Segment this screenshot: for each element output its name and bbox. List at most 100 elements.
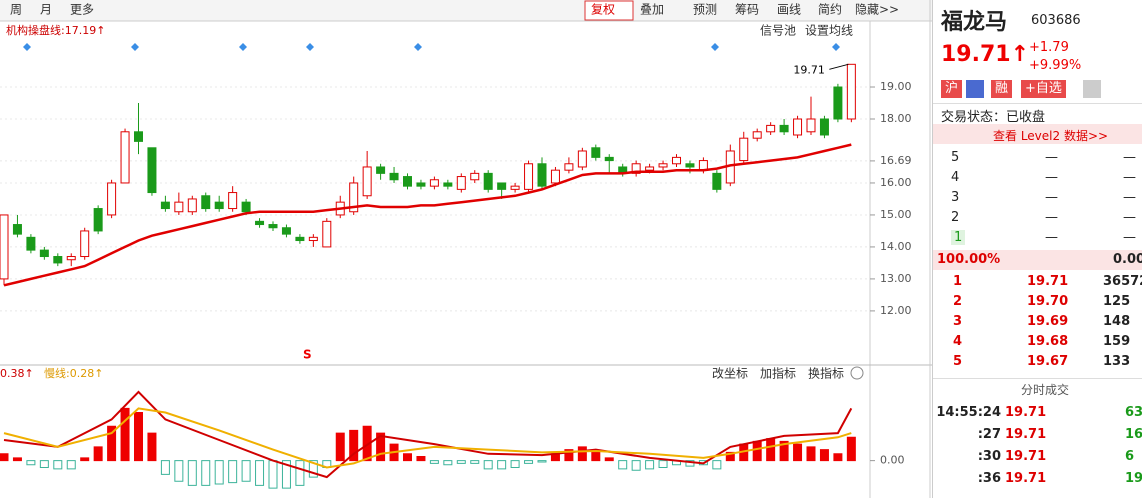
macd-bar bbox=[201, 460, 211, 486]
candle-body bbox=[846, 63, 856, 120]
macd-bar bbox=[645, 460, 655, 470]
badge: 沪 bbox=[941, 80, 963, 98]
macd-bar bbox=[281, 460, 291, 489]
toolbar-item[interactable]: 隐藏>> bbox=[855, 3, 899, 17]
toolbar-item[interactable]: 叠加 bbox=[640, 3, 664, 17]
candle-body bbox=[93, 208, 103, 232]
toolbar-item[interactable]: 周 bbox=[10, 3, 22, 17]
stock-name: 福龙马 bbox=[941, 10, 1008, 35]
y-tick-label: 13.00 bbox=[880, 272, 912, 285]
candle-body bbox=[308, 236, 318, 242]
candle-body bbox=[107, 182, 117, 216]
candle-body bbox=[604, 156, 614, 162]
toolbar-item[interactable]: 更多 bbox=[70, 3, 94, 17]
level2-link[interactable]: 查看 Level2 数据>> bbox=[993, 129, 1109, 143]
level: 2 bbox=[951, 210, 960, 225]
buy-price: 19.69 bbox=[1027, 314, 1069, 329]
macd-bar bbox=[456, 460, 466, 464]
level: 3 bbox=[953, 314, 963, 329]
link[interactable]: 设置均线 bbox=[805, 24, 853, 38]
toolbar-item[interactable]: 复权 bbox=[591, 3, 615, 17]
fuquan-box bbox=[584, 0, 634, 21]
toolbar-item[interactable]: 简约 bbox=[818, 2, 842, 17]
macd-bar bbox=[497, 460, 507, 470]
quote-panel: 福龙马 603686 19.71↑ +1.79 +9.99% 沪 融 +自选 交易状态：已收盘查… bbox=[932, 0, 1142, 498]
trade-volume: 19 bbox=[1125, 471, 1142, 486]
badge-icon bbox=[1083, 80, 1101, 98]
candle-body bbox=[403, 176, 412, 187]
macd-bar bbox=[147, 432, 157, 462]
tool[interactable]: 加指标 bbox=[760, 366, 796, 381]
y-tick-label: 14.00 bbox=[880, 240, 912, 253]
macd-bar bbox=[160, 460, 170, 475]
candle-body bbox=[833, 86, 843, 120]
macd-bar bbox=[362, 425, 372, 462]
macd-bar bbox=[26, 460, 36, 466]
level: 1 bbox=[953, 274, 963, 289]
candle-body bbox=[160, 201, 170, 210]
macd-bar bbox=[524, 460, 534, 464]
macd-bar bbox=[658, 460, 668, 468]
trade-time: :36 bbox=[977, 471, 1001, 486]
level: 3 bbox=[951, 190, 960, 205]
pointer bbox=[829, 63, 849, 70]
buy-price: 19.67 bbox=[1027, 354, 1069, 369]
macd-bar bbox=[93, 446, 103, 462]
buy-price: 19.71 bbox=[1027, 274, 1069, 289]
candle-body bbox=[685, 163, 695, 168]
candle-body bbox=[806, 118, 816, 133]
sell-price: — bbox=[1045, 230, 1058, 245]
candle-body bbox=[470, 172, 480, 181]
toolbar-item[interactable]: 预测 bbox=[693, 3, 717, 17]
macd-bar bbox=[335, 432, 345, 462]
macd-bar bbox=[846, 436, 856, 462]
change: +1.79 bbox=[1029, 40, 1069, 55]
macd-bar bbox=[174, 460, 184, 482]
trade-price: 19.71 bbox=[1005, 405, 1047, 420]
macd-bar bbox=[618, 460, 628, 470]
macd-label: 慢线:0.28↑ bbox=[44, 366, 103, 380]
candle-body bbox=[712, 172, 722, 190]
candle-body bbox=[228, 192, 238, 210]
candle-body bbox=[658, 163, 668, 168]
macd-bar bbox=[443, 460, 453, 466]
candle-body bbox=[389, 172, 399, 181]
macd-bar bbox=[39, 460, 49, 468]
candle-body bbox=[66, 256, 76, 261]
toolbar-item[interactable]: 画线 bbox=[777, 3, 801, 17]
sell-volume: — bbox=[1123, 150, 1136, 165]
signal-diamonds bbox=[23, 43, 840, 51]
trade-volume: 16 bbox=[1125, 427, 1142, 442]
level: 1 bbox=[951, 230, 966, 245]
candle-body bbox=[295, 236, 305, 242]
sell-volume: — bbox=[1123, 170, 1136, 185]
tool[interactable]: 改坐标 bbox=[712, 367, 748, 381]
buy-volume: 148 bbox=[1103, 314, 1131, 329]
candle-body bbox=[443, 182, 453, 187]
tool[interactable]: 换指标 bbox=[808, 366, 844, 381]
candle-body bbox=[739, 137, 749, 162]
toolbar-item[interactable]: 月 bbox=[40, 3, 52, 17]
trade-volume: 6 bbox=[1125, 449, 1135, 464]
macd-bar bbox=[806, 446, 816, 462]
macd-bar bbox=[376, 432, 386, 462]
price: 19.71↑ bbox=[941, 42, 1030, 67]
candle-body bbox=[752, 131, 762, 139]
signal: S bbox=[303, 348, 312, 362]
trade-price: 19.71 bbox=[1005, 427, 1047, 442]
level: 2 bbox=[953, 294, 963, 309]
candle-body bbox=[524, 163, 534, 190]
candle-body bbox=[187, 198, 197, 213]
macd-bar bbox=[12, 457, 22, 462]
candle-body bbox=[819, 118, 829, 136]
close-icon[interactable] bbox=[850, 366, 864, 380]
trade-volume: 63 bbox=[1125, 405, 1142, 420]
macd-bar bbox=[429, 460, 439, 464]
candle-body bbox=[793, 118, 803, 136]
toolbar-item[interactable]: 筹码 bbox=[735, 3, 759, 17]
link[interactable]: 信号池 bbox=[760, 24, 796, 38]
y-tick-label: 0.00 bbox=[880, 454, 905, 467]
trade-price: 19.71 bbox=[1005, 449, 1047, 464]
macd-bar bbox=[349, 429, 359, 462]
